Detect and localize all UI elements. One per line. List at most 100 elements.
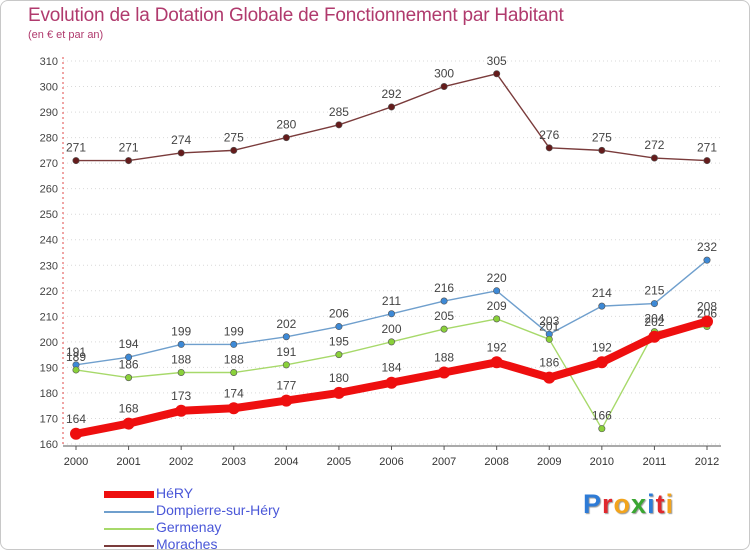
data-label: 271 <box>697 141 717 155</box>
data-label: 206 <box>329 307 349 321</box>
chart-subtitle: (en € et par an) <box>28 29 104 41</box>
data-point <box>595 356 608 369</box>
data-point <box>177 149 185 157</box>
data-label: 216 <box>434 281 454 295</box>
data-label: 305 <box>487 54 507 68</box>
logo-letter: t <box>655 489 666 519</box>
data-label: 192 <box>592 340 612 354</box>
data-point <box>701 315 713 328</box>
x-tick-label: 2000 <box>64 456 88 468</box>
x-tick-label: 2007 <box>432 456 456 468</box>
data-label: 271 <box>119 141 139 155</box>
data-point <box>125 374 133 382</box>
data-label: 275 <box>224 130 244 144</box>
y-tick-label: 230 <box>40 260 58 272</box>
legend-swatch-hery <box>104 491 154 498</box>
data-label: 168 <box>119 402 139 416</box>
data-label: 280 <box>276 118 296 132</box>
legend-item: Moraches <box>104 536 364 550</box>
data-point <box>177 369 185 377</box>
data-label: 194 <box>119 337 139 351</box>
x-tick-label: 2004 <box>274 456 298 468</box>
data-label: 189 <box>66 350 86 364</box>
data-label: 191 <box>276 345 296 359</box>
logo-letter: r <box>602 489 614 519</box>
data-label: 188 <box>224 353 244 367</box>
data-point <box>387 310 395 318</box>
x-tick-label: 2003 <box>222 456 246 468</box>
x-tick-label: 2002 <box>169 456 193 468</box>
data-label: 208 <box>697 299 717 313</box>
data-label: 272 <box>644 138 664 152</box>
data-point <box>175 404 188 417</box>
x-tick-label: 2012 <box>695 456 719 468</box>
data-point <box>72 366 80 374</box>
data-point <box>72 157 80 165</box>
data-point <box>332 386 345 399</box>
data-label: 177 <box>276 379 296 393</box>
data-point <box>490 356 503 369</box>
logo-letter: o <box>613 489 632 519</box>
data-label: 292 <box>381 87 401 101</box>
data-label: 209 <box>487 299 507 313</box>
data-label: 199 <box>171 324 191 338</box>
data-point <box>282 361 290 369</box>
data-label: 215 <box>644 284 664 298</box>
y-tick-label: 210 <box>40 311 58 323</box>
data-point <box>230 369 238 377</box>
x-tick-label: 2011 <box>643 456 667 468</box>
x-tick-label: 2005 <box>327 456 351 468</box>
y-tick-label: 240 <box>40 235 58 247</box>
legend-label-dompierre: Dompierre-sur-Héry <box>156 502 280 518</box>
data-label: 214 <box>592 286 612 300</box>
y-tick-label: 250 <box>40 209 58 221</box>
data-point <box>177 340 185 348</box>
y-tick-label: 200 <box>40 337 58 349</box>
x-tick-label: 2010 <box>590 456 614 468</box>
x-tick-label: 2008 <box>484 456 508 468</box>
data-label: 204 <box>644 312 664 326</box>
data-point <box>598 302 606 310</box>
logo-letter: i <box>665 489 675 519</box>
legend-swatch-germenay <box>104 528 154 530</box>
data-point <box>440 83 448 91</box>
data-point <box>438 366 451 379</box>
y-tick-label: 290 <box>40 107 58 119</box>
data-label: 186 <box>119 358 139 372</box>
data-point <box>335 351 343 359</box>
data-point <box>650 154 658 162</box>
y-tick-label: 170 <box>40 413 58 425</box>
legend-label-moraches: Moraches <box>156 536 218 550</box>
data-point <box>125 157 133 165</box>
data-point <box>440 325 448 333</box>
data-point <box>598 146 606 154</box>
proxiti-logo: Proxiti <box>583 489 674 520</box>
data-point <box>545 335 553 343</box>
data-label: 201 <box>539 319 559 333</box>
data-point <box>280 394 293 407</box>
legend-swatch-moraches <box>104 545 154 547</box>
data-label: 188 <box>434 351 454 365</box>
data-label: 174 <box>224 386 244 400</box>
data-label: 205 <box>434 309 454 323</box>
data-point <box>703 256 711 264</box>
data-label: 184 <box>381 361 401 375</box>
data-label: 180 <box>329 371 349 385</box>
legend-item: HéRY <box>104 485 364 503</box>
data-label: 192 <box>487 340 507 354</box>
data-point <box>335 121 343 129</box>
y-tick-label: 180 <box>40 388 58 400</box>
data-label: 232 <box>697 240 717 254</box>
data-label: 274 <box>171 133 191 147</box>
y-tick-label: 220 <box>40 286 58 298</box>
data-point <box>125 353 133 361</box>
data-label: 186 <box>539 356 559 370</box>
logo-letter: P <box>583 489 603 519</box>
y-tick-label: 160 <box>40 439 58 451</box>
data-point <box>227 402 240 415</box>
data-label: 199 <box>224 324 244 338</box>
data-point <box>230 340 238 348</box>
data-point <box>598 425 606 433</box>
data-point <box>440 297 448 305</box>
